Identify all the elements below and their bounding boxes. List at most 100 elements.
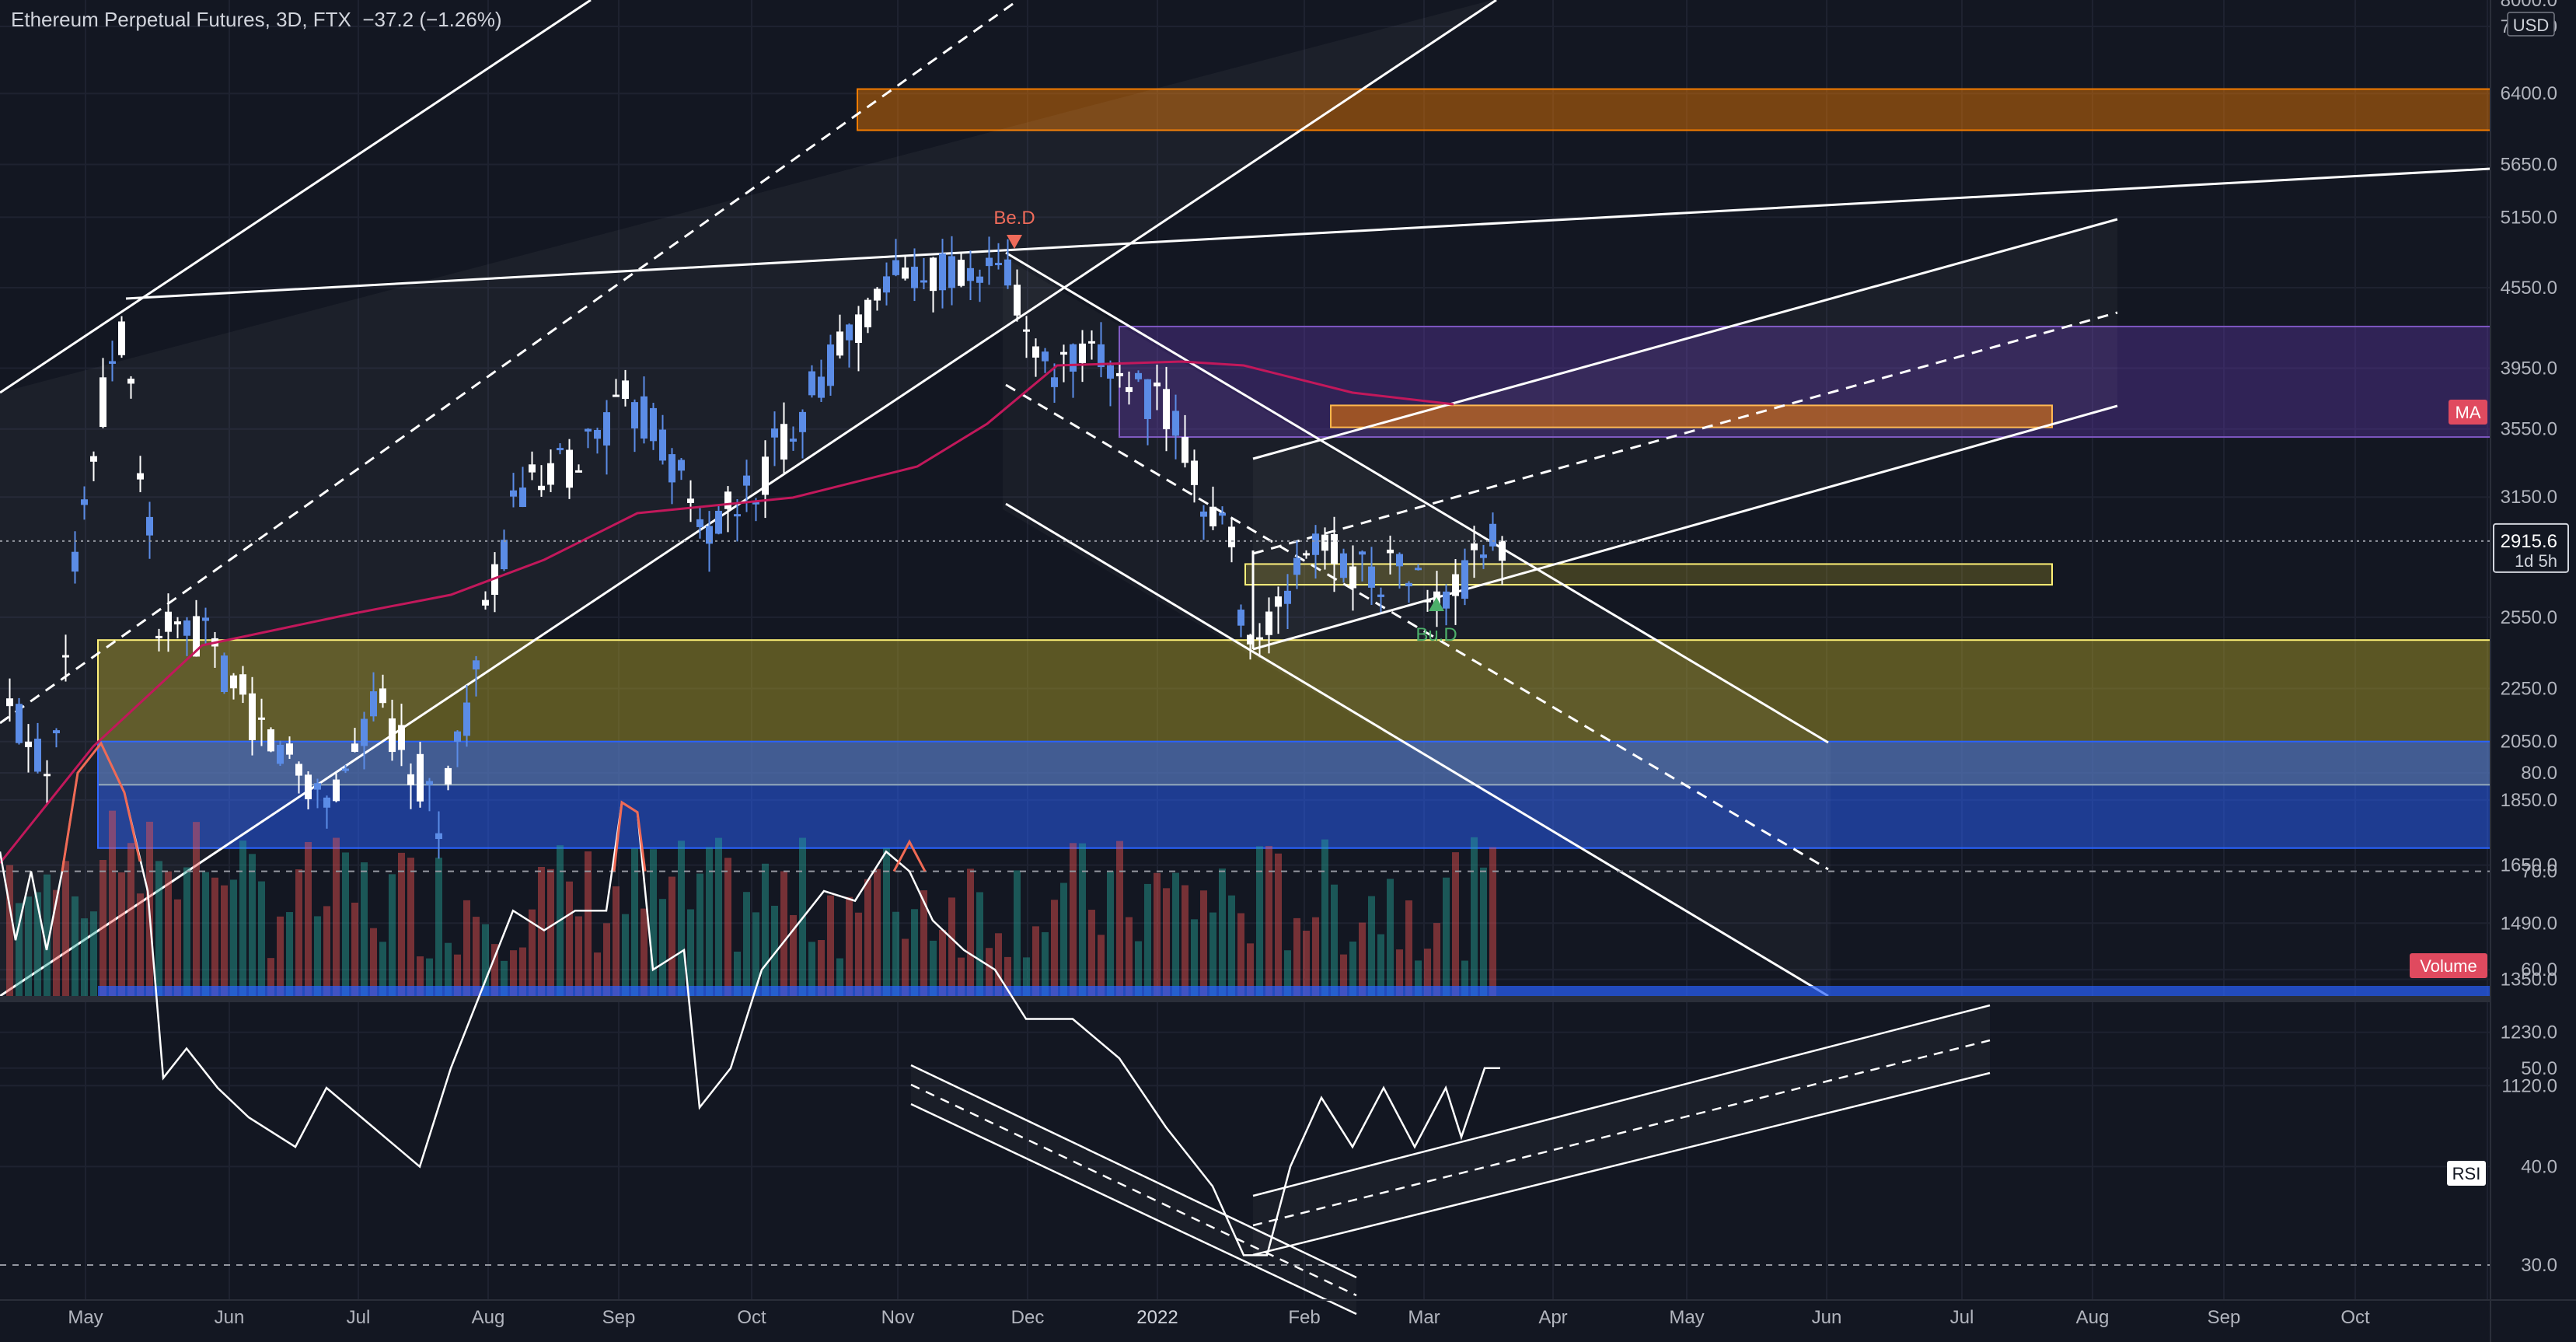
- candle-body: [81, 499, 88, 505]
- trend-line: [1252, 311, 2118, 555]
- candle-body: [1070, 344, 1077, 372]
- candle-body: [1228, 526, 1235, 547]
- volume-bar: [398, 852, 405, 996]
- candle-body: [1489, 523, 1496, 547]
- volume-bar: [864, 879, 871, 996]
- candle-body: [1023, 329, 1030, 332]
- volume-bar: [137, 893, 144, 996]
- candle-body: [808, 371, 815, 396]
- candle-body: [454, 731, 461, 742]
- candle-body: [202, 617, 209, 621]
- candle-body: [314, 783, 321, 790]
- volume-bar: [202, 872, 209, 996]
- candle-body: [827, 344, 834, 386]
- time-tick-label: Apr: [1538, 1307, 1567, 1328]
- rsi-badge-label: RSI: [2452, 1164, 2481, 1183]
- volume-bar: [314, 916, 321, 996]
- candle-body: [417, 753, 424, 802]
- volume-bar: [836, 958, 843, 996]
- volume-bar: [361, 862, 368, 996]
- candle-body: [622, 380, 629, 400]
- candle-body: [1237, 610, 1244, 626]
- time-tick-label: Jul: [1950, 1307, 1974, 1328]
- candle-body: [62, 655, 69, 658]
- trend-line: [0, 0, 592, 394]
- symbol-name: Ethereum Perpetual Futures: [11, 8, 265, 31]
- candle-body: [1480, 554, 1487, 558]
- candle-body: [734, 514, 741, 517]
- candle-body: [1321, 534, 1328, 551]
- volume-bar: [743, 892, 750, 996]
- volume-bar: [1303, 931, 1310, 996]
- volume-bar: [538, 866, 545, 996]
- candle-body: [631, 402, 638, 429]
- volume-bar: [1331, 884, 1338, 996]
- volume-bar: [342, 852, 349, 996]
- volume-bar: [1135, 941, 1142, 996]
- volume-bar: [706, 847, 713, 996]
- candle-body: [1312, 533, 1319, 555]
- volume-bar: [547, 868, 554, 996]
- volume-bar: [1368, 896, 1375, 996]
- volume-bar: [1182, 885, 1189, 996]
- volume-bar: [323, 906, 330, 996]
- volume-bar: [1219, 868, 1226, 996]
- volume-bar: [519, 947, 526, 996]
- volume-bar: [874, 868, 881, 996]
- volume-bar: [855, 912, 862, 996]
- volume-bar: [1405, 900, 1412, 996]
- candle-body: [118, 321, 125, 355]
- volume-bar: [81, 918, 88, 996]
- volume-bar: [911, 909, 918, 996]
- candle-body: [277, 744, 284, 764]
- candle-body: [342, 768, 349, 771]
- candle-body: [389, 718, 396, 753]
- volume-bar: [603, 923, 610, 996]
- volume-bar: [249, 854, 256, 996]
- volume-bar: [1032, 926, 1039, 996]
- trend-line: [1005, 383, 1829, 871]
- volume-bar: [174, 899, 181, 996]
- candle-body: [1396, 554, 1403, 567]
- volume-bar: [585, 851, 592, 996]
- trend-line: [1005, 502, 1829, 998]
- volume-bar: [1014, 870, 1021, 996]
- candle-body: [1443, 591, 1450, 609]
- volume-bar: [165, 871, 172, 996]
- candle-body: [724, 491, 731, 509]
- countdown-label: 1d 5h: [2515, 551, 2557, 571]
- candle-body: [836, 331, 843, 356]
- time-tick-label: Dec: [1011, 1307, 1045, 1328]
- candle-body: [762, 456, 769, 495]
- price-tick-label: 1350.0: [2501, 970, 2557, 991]
- candle-body: [967, 267, 974, 281]
- candle-body: [435, 833, 442, 840]
- volume-bar: [1265, 846, 1272, 996]
- volume-bar: [1023, 957, 1030, 996]
- volume-bar: [1172, 872, 1179, 996]
- volume-bar: [155, 861, 162, 996]
- zone-deep-demand: [97, 740, 2491, 849]
- candle-body: [174, 621, 181, 625]
- volume-bar: [99, 860, 106, 996]
- bearish-divergence-marker: [1007, 235, 1022, 249]
- candle-body: [44, 774, 51, 777]
- candle-body: [249, 693, 256, 740]
- candle-body: [958, 260, 965, 286]
- volume-bar: [1471, 837, 1478, 996]
- volume-bar: [1237, 913, 1244, 996]
- volume-bar: [1088, 910, 1095, 996]
- candle-body: [137, 473, 144, 480]
- volume-bar: [463, 900, 470, 996]
- candle-body: [874, 288, 881, 301]
- candle-body: [1191, 460, 1198, 485]
- volume-bar: [827, 895, 834, 996]
- candle-body: [72, 551, 79, 572]
- candle-body: [90, 456, 97, 462]
- candle-body: [883, 276, 890, 293]
- volume-bar: [818, 940, 825, 996]
- rsi-badge: [2447, 1161, 2486, 1186]
- trend-line: [125, 167, 2491, 300]
